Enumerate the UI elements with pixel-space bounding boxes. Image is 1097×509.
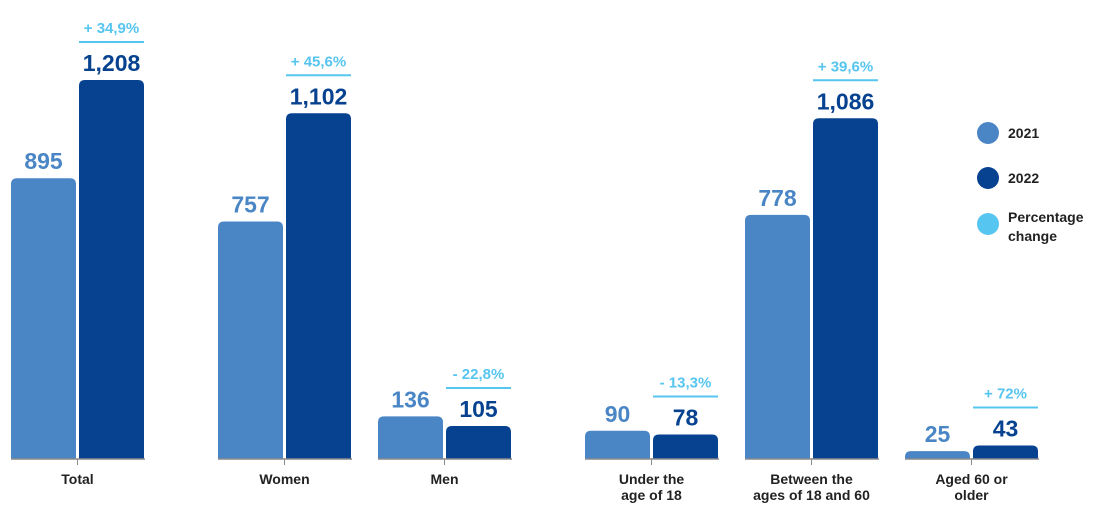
bar-2022-2 <box>446 426 511 459</box>
bar-2021-5 <box>905 451 970 459</box>
data-label-2022-4: 1,086 <box>817 88 875 114</box>
x-tick-label-1-0: Women <box>259 471 309 487</box>
x-tick-label-4-1: ages of 18 and 60 <box>753 487 870 503</box>
bar-2021-1 <box>218 221 283 459</box>
legend-label-2-1: change <box>1008 228 1057 244</box>
data-label-2022-2: 105 <box>459 396 498 422</box>
legend-swatch-0 <box>977 122 999 144</box>
data-label-2021-2: 136 <box>391 386 429 412</box>
data-label-2022-3: 78 <box>673 405 699 431</box>
bar-2021-0 <box>11 178 76 459</box>
legend-swatch-2 <box>977 213 999 235</box>
legend-label-0-0: 2021 <box>1008 125 1039 141</box>
bar-2021-3 <box>585 430 650 459</box>
bar-2022-5 <box>973 445 1038 459</box>
x-tick-label-5-0: Aged 60 or <box>935 471 1008 487</box>
bar-2022-3 <box>653 434 718 459</box>
pct-change-label-2: - 22,8% <box>453 366 505 383</box>
x-tick-label-5-1: older <box>954 487 989 503</box>
bar-2022-1 <box>286 113 351 459</box>
pct-change-label-0: + 34,9% <box>84 20 139 37</box>
pct-change-label-3: - 13,3% <box>660 375 712 392</box>
x-tick-label-3-1: age of 18 <box>621 487 682 503</box>
pct-change-label-5: + 72% <box>984 386 1027 403</box>
data-label-2022-0: 1,208 <box>83 50 141 76</box>
data-label-2021-1: 757 <box>231 191 269 217</box>
x-tick-label-0-0: Total <box>61 471 93 487</box>
data-label-2021-0: 895 <box>24 148 63 174</box>
x-tick-label-3-0: Under the <box>619 471 685 487</box>
bar-2021-4 <box>745 214 810 459</box>
data-label-2021-4: 778 <box>758 185 797 211</box>
bar-2021-2 <box>378 416 443 459</box>
data-label-2022-1: 1,102 <box>290 83 348 109</box>
bar-2022-0 <box>79 80 144 459</box>
legend-swatch-1 <box>977 167 999 189</box>
legend-label-2-0: Percentage <box>1008 209 1084 225</box>
bar-2022-4 <box>813 118 878 459</box>
x-tick-label-2-0: Men <box>431 471 459 487</box>
data-label-2022-5: 43 <box>993 416 1019 442</box>
data-label-2021-3: 90 <box>605 401 631 427</box>
x-tick-label-4-0: Between the <box>770 471 853 487</box>
legend-label-1-0: 2022 <box>1008 170 1039 186</box>
pct-change-label-1: + 45,6% <box>291 53 346 70</box>
data-label-2021-5: 25 <box>925 421 951 447</box>
pct-change-label-4: + 39,6% <box>818 58 873 75</box>
